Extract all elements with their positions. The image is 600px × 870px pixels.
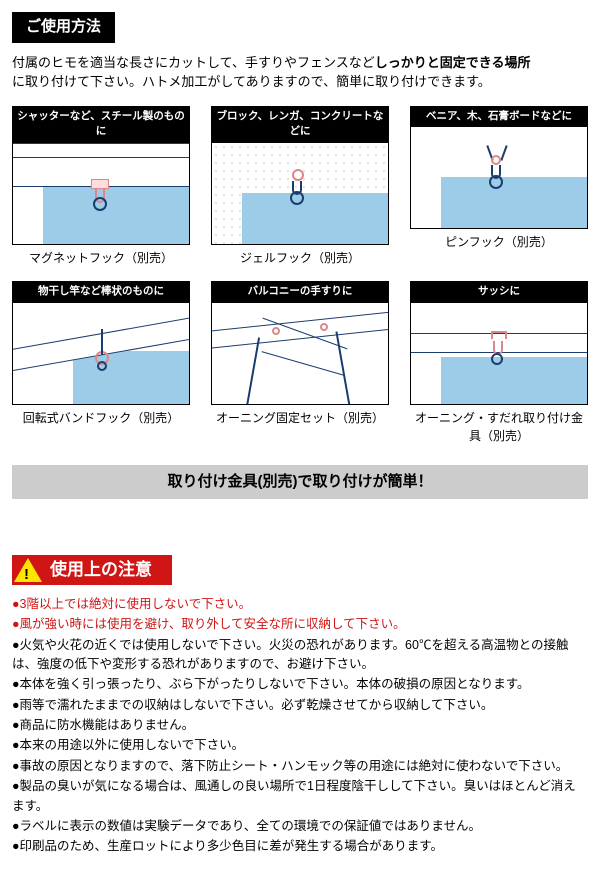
caution-item: ●製品の臭いが気になる場合は、風通しの良い場所で1日程度陰干しして下さい。臭いは… xyxy=(12,777,588,816)
caution-item: ●本来の用途以外に使用しないで下さい。 xyxy=(12,736,588,755)
card-pin: ベニア、木、石膏ボードなどに ピンフック（別売） xyxy=(410,106,588,268)
card-balcony: バルコニーの手すりに オーニング固定セット（別売） xyxy=(211,281,389,445)
caution-item: ●本体を強く引っ張ったり、ぶら下がったりしないで下さい。本体の破損の原因となりま… xyxy=(12,675,588,694)
illus-balcony xyxy=(211,303,389,405)
illus-band xyxy=(12,303,190,405)
caution-item: ●3階以上では絶対に使用しないで下さい。 xyxy=(12,595,588,614)
illus-magnet xyxy=(12,143,190,245)
illus-gel xyxy=(211,143,389,245)
caution-item: ●火気や火花の近くでは使用しないで下さい。火災の恐れがあります。60℃を超える高… xyxy=(12,636,588,675)
illus-pin xyxy=(410,127,588,229)
caution-item: ●ラベルに表示の数値は実験データであり、全ての環境での保証値ではありません。 xyxy=(12,817,588,836)
warning-icon xyxy=(14,558,42,582)
caution-item: ●商品に防水機能はありません。 xyxy=(12,716,588,735)
caution-item: ●風が強い時には使用を避け、取り外して安全な所に収納して下さい。 xyxy=(12,615,588,634)
install-grid: シャッターなど、スチール製のものに マグネットフック（別売） ブロック、レンガ、… xyxy=(12,106,588,459)
intro-text: 付属のヒモを適当な長さにカットして、手すりやフェンスなどしっかりと固定できる場所… xyxy=(12,53,588,92)
caution-item: ●印刷品のため、生産ロットにより多少色目に差が発生する場合があります。 xyxy=(12,837,588,856)
card-gel: ブロック、レンガ、コンクリートなどに ジェルフック（別売） xyxy=(211,106,389,268)
caution-list: ●3階以上では絶対に使用しないで下さい。●風が強い時には使用を避け、取り外して安… xyxy=(12,595,588,857)
usage-header: ご使用方法 xyxy=(12,12,115,43)
caution-header: 使用上の注意 xyxy=(12,555,172,585)
subhead-band: 取り付け金具(別売)で取り付けが簡単！ xyxy=(12,465,588,500)
illus-sash xyxy=(410,303,588,405)
card-sash: サッシに オーニング・すだれ取り付け金具（別売） xyxy=(410,281,588,445)
card-magnet: シャッターなど、スチール製のものに マグネットフック（別売） xyxy=(12,106,190,268)
card-band: 物干し竿など棒状のものに 回転式バンドフック（別売） xyxy=(12,281,190,445)
caution-item: ●事故の原因となりますので、落下防止シート・ハンモック等の用途には絶対に使わない… xyxy=(12,757,588,776)
caution-item: ●雨等で濡れたままでの収納はしないで下さい。必ず乾燥させてから収納して下さい。 xyxy=(12,696,588,715)
